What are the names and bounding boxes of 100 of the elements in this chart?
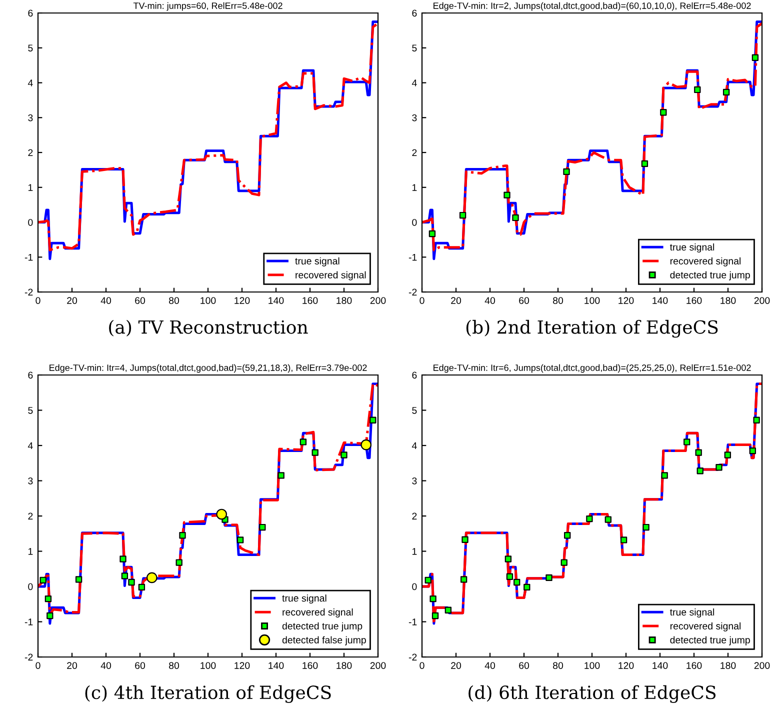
point	[75, 576, 82, 583]
legend-label: true signal	[670, 608, 714, 618]
y-tick-label: 5	[412, 407, 417, 414]
text: (c) 4th Iteration of EdgeCS	[85, 685, 331, 703]
point	[661, 472, 668, 479]
point	[444, 606, 452, 614]
point	[460, 576, 468, 583]
point	[620, 536, 628, 544]
x-tick-label: 60	[135, 297, 146, 304]
point	[459, 212, 466, 219]
point	[716, 464, 722, 471]
point	[749, 447, 756, 454]
chart-title: TV-min: jumps=60, RelErr=5.48e-002	[133, 2, 282, 11]
x-tick-label: 200	[370, 297, 386, 304]
point	[146, 572, 158, 584]
x-tick-label: 180	[336, 662, 352, 669]
point	[752, 54, 759, 61]
y-tick-label: 6	[28, 10, 33, 17]
chart-title: Edge-TV-min: Itr=4, Jumps(total,dtct,good,bad)=(59,21,18,3), RelErr=3.79e-002	[50, 364, 367, 373]
x-tick-label: 40	[100, 662, 112, 669]
legend-label: detected false jump	[282, 636, 366, 646]
point	[462, 536, 468, 543]
point	[138, 584, 146, 591]
point	[586, 515, 593, 522]
x-tick-label: 100	[200, 662, 216, 669]
x-tick-label: 60	[519, 662, 530, 669]
legend-label: recovered signal	[670, 257, 740, 266]
y-tick-label: 4	[412, 442, 417, 450]
point	[360, 439, 372, 450]
y-tick-label: 0	[412, 583, 417, 590]
x-tick-label: 120	[234, 297, 250, 304]
point	[44, 596, 52, 602]
point	[430, 596, 436, 602]
point	[424, 576, 432, 584]
y-tick-label: -2	[408, 654, 417, 661]
x-tick-label: 160	[686, 662, 702, 669]
y-tick-label: 3	[28, 477, 33, 484]
point	[259, 524, 266, 531]
x-tick-label: 20	[67, 297, 78, 304]
x-tick-label: 80	[553, 297, 564, 304]
point	[604, 516, 612, 523]
x-tick-label: 160	[302, 297, 318, 304]
y-tick-label: -2	[408, 288, 417, 296]
x-tick-label: 100	[200, 297, 216, 304]
point	[236, 536, 244, 544]
point	[506, 573, 514, 580]
x-tick-label: 200	[370, 662, 386, 669]
y-tick-label: 6	[412, 10, 417, 17]
x-tick-label: 20	[451, 297, 462, 304]
x-tick-label: 80	[553, 662, 564, 669]
point	[546, 574, 552, 582]
x-tick-label: 0	[36, 297, 40, 304]
chart-title: Edge-TV-min: Itr=6, Jumps(total,dtct,good,bad)=(25,25,25,0), RelErr=1.51e-002	[434, 364, 751, 373]
chart-title: Edge-TV-min: Itr=2, Jumps(total,dtct,good,bad)=(60,10,10,0), RelErr=5.48e-002	[434, 2, 751, 11]
y-tick-label: 1	[412, 184, 417, 191]
x-tick-label: 60	[135, 662, 146, 669]
point	[564, 532, 571, 539]
y-tick-label: 1	[412, 548, 417, 555]
x-tick-label: 180	[720, 662, 736, 669]
x-tick-label: 180	[720, 297, 736, 304]
y-tick-label: 5	[28, 407, 33, 414]
point	[724, 452, 731, 458]
x-tick-label: 40	[100, 297, 112, 304]
y-tick-label: 5	[412, 44, 417, 52]
point	[684, 438, 690, 446]
x-tick-label: 140	[268, 297, 284, 304]
point	[278, 472, 284, 479]
point	[216, 508, 228, 520]
point	[514, 578, 520, 586]
y-tick-label: 4	[412, 80, 417, 86]
point	[179, 532, 186, 539]
y-tick-label: -1	[408, 254, 417, 261]
x-tick-label: 120	[234, 662, 250, 669]
point	[660, 109, 667, 116]
x-tick-label: 100	[584, 662, 600, 669]
x-tick-label: 100	[584, 297, 600, 304]
x-tick-label: 120	[618, 662, 634, 669]
legend-label: true signal	[670, 243, 714, 252]
x-tick-label: 0	[420, 297, 424, 304]
legend-label: recovered signal	[282, 608, 353, 618]
point	[642, 524, 650, 531]
legend-label: detected true jump	[670, 636, 750, 646]
point	[504, 556, 512, 562]
point	[40, 576, 46, 584]
point	[560, 559, 568, 566]
y-tick-label: 3	[412, 114, 417, 122]
point	[428, 230, 436, 238]
x-tick-label: 160	[686, 297, 702, 304]
x-tick-label: 140	[652, 662, 668, 669]
y-tick-label: 6	[412, 372, 417, 379]
x-tick-label: 0	[36, 662, 40, 669]
point	[695, 449, 702, 456]
y-tick-label: 6	[28, 372, 33, 379]
y-tick-label: 1	[28, 184, 33, 191]
x-tick-label: 80	[169, 662, 180, 669]
point	[694, 86, 701, 94]
x-tick-label: 140	[268, 662, 284, 669]
point	[312, 449, 318, 456]
y-tick-label: -1	[24, 618, 33, 626]
x-tick-label: 160	[302, 662, 318, 669]
